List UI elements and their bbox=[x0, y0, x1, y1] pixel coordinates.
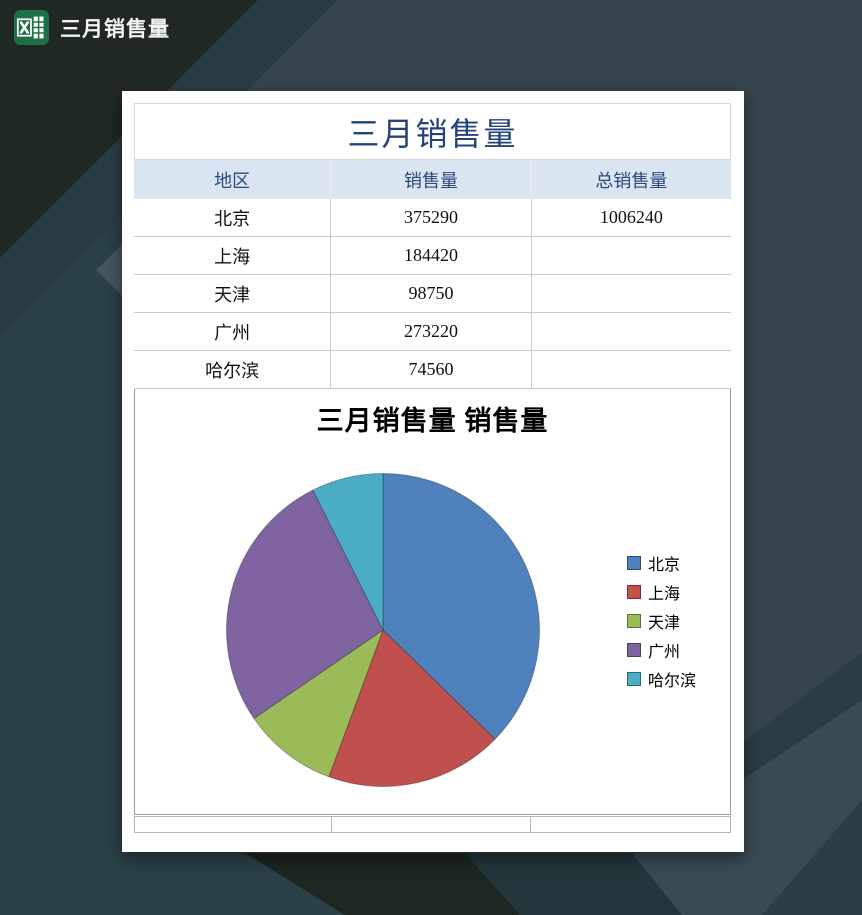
cell-region: 北京 bbox=[214, 208, 251, 229]
cell-sales: 98750 bbox=[330, 275, 530, 312]
empty-cell bbox=[330, 817, 531, 832]
chart-legend: 北京 上海 天津 广州 哈尔滨 bbox=[627, 552, 696, 690]
legend-swatch bbox=[627, 585, 641, 599]
pie-chart bbox=[226, 472, 540, 787]
pie-slice bbox=[253, 628, 385, 778]
table-row: 北京 375290 1006240 bbox=[134, 199, 731, 237]
report-title: 三月销售量 bbox=[134, 103, 731, 160]
cell-region: 广州 bbox=[214, 322, 251, 343]
cell-total bbox=[530, 237, 731, 274]
titlebar: 三月销售量 bbox=[14, 10, 170, 45]
legend-label: 上海 bbox=[648, 586, 681, 603]
cell-sales: 184420 bbox=[330, 237, 530, 274]
cell-total: 1006240 bbox=[530, 199, 731, 236]
legend-label: 北京 bbox=[648, 557, 681, 574]
legend-label: 天津 bbox=[648, 615, 681, 632]
cell-region: 哈尔滨 bbox=[205, 360, 260, 381]
table-row: 天津 98750 bbox=[134, 275, 731, 313]
cell-region: 天津 bbox=[214, 284, 251, 305]
pie-slice bbox=[226, 489, 384, 720]
cell-total bbox=[530, 313, 731, 350]
cell-sales: 74560 bbox=[330, 351, 530, 388]
cell-total bbox=[530, 351, 731, 388]
cell-total bbox=[530, 275, 731, 312]
chart-area: 三月销售量 销售量 北京 上海 天津 广州 bbox=[134, 389, 731, 815]
column-header-sales: 销售量 bbox=[330, 160, 530, 199]
legend-item: 上海 bbox=[627, 581, 696, 603]
legend-item: 广州 bbox=[627, 639, 696, 661]
legend-swatch bbox=[627, 556, 641, 570]
window-title: 三月销售量 bbox=[60, 17, 170, 41]
legend-item: 哈尔滨 bbox=[627, 668, 696, 690]
table-row: 上海 184420 bbox=[134, 237, 731, 275]
empty-cell bbox=[135, 817, 331, 832]
chart-title: 三月销售量 销售量 bbox=[316, 406, 549, 436]
legend-item: 天津 bbox=[627, 610, 696, 632]
legend-swatch bbox=[627, 672, 641, 686]
report-card: 三月销售量 地区 销售量 总销售量 北京 375290 1006240 上海 1… bbox=[122, 91, 744, 852]
legend-swatch bbox=[627, 643, 641, 657]
empty-cell bbox=[530, 817, 730, 832]
cell-region: 上海 bbox=[214, 246, 251, 267]
pie-slice bbox=[382, 472, 540, 740]
table-header-row: 地区 销售量 总销售量 bbox=[134, 160, 731, 199]
cell-sales: 375290 bbox=[330, 199, 530, 236]
empty-table-row bbox=[134, 816, 731, 833]
legend-swatch bbox=[627, 614, 641, 628]
cell-sales: 273220 bbox=[330, 313, 530, 350]
legend-label: 广州 bbox=[648, 644, 681, 661]
table-row: 广州 273220 bbox=[134, 313, 731, 351]
column-header-total: 总销售量 bbox=[530, 160, 731, 199]
column-header-region: 地区 bbox=[214, 170, 251, 191]
legend-item: 北京 bbox=[627, 552, 696, 574]
pie-slice bbox=[312, 472, 384, 631]
table-row: 哈尔滨 74560 bbox=[134, 351, 731, 389]
pie-slice bbox=[328, 629, 496, 787]
excel-icon bbox=[14, 10, 49, 45]
sales-table: 三月销售量 地区 销售量 总销售量 北京 375290 1006240 上海 1… bbox=[134, 103, 731, 833]
legend-label: 哈尔滨 bbox=[648, 673, 697, 690]
